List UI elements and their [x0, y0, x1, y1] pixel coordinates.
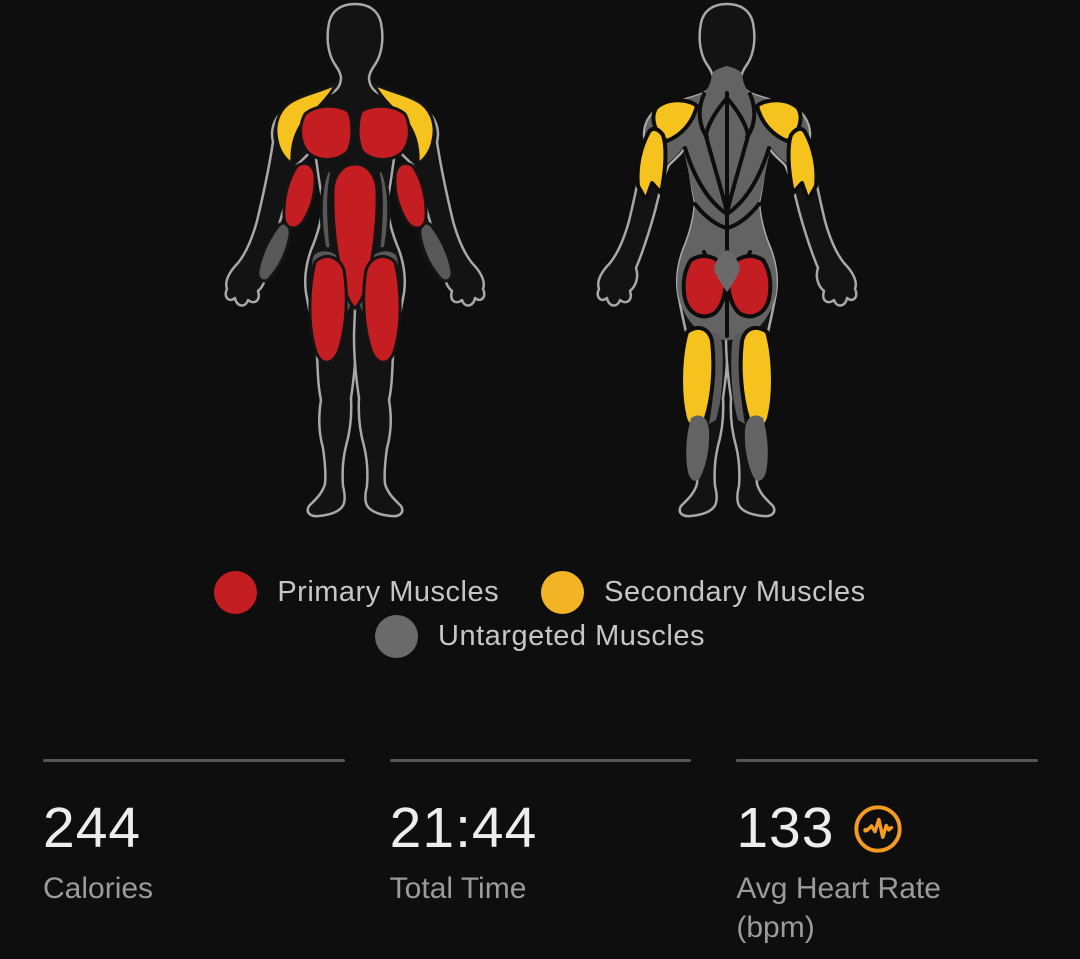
stat-total-time: 21:44 Total Time — [389, 759, 692, 947]
primary-muscles-dot-icon — [214, 570, 258, 614]
untargeted-muscles-dot-icon — [375, 614, 419, 658]
stat-calories: 244 Calories — [43, 759, 345, 947]
front-muscle-figure — [224, 2, 486, 518]
stat-avg-heart-rate: 133 Avg Heart Rate (bpm) — [736, 759, 1039, 947]
front-primary-muscles — [282, 104, 428, 364]
legend-row-1: Primary Muscles Secondary Muscles — [214, 570, 865, 614]
divider — [389, 759, 692, 762]
workout-stats: 244 Calories 21:44 Total Time 133 Avg He… — [43, 759, 1039, 947]
muscle-legend: Primary Muscles Secondary Muscles Untarg… — [0, 570, 1080, 658]
legend-item-secondary: Secondary Muscles — [541, 570, 866, 614]
calories-value: 244 — [43, 796, 142, 860]
divider — [43, 759, 345, 762]
calories-label: Calories — [43, 872, 154, 905]
legend-row-2: Untargeted Muscles — [375, 614, 705, 658]
total-time-value: 21:44 — [389, 796, 538, 860]
back-calves — [686, 415, 768, 481]
untargeted-muscles-label: Untargeted Muscles — [438, 619, 705, 652]
back-muscle-figure — [596, 2, 858, 518]
secondary-muscles-label: Secondary Muscles — [604, 575, 866, 608]
primary-muscles-label: Primary Muscles — [277, 575, 500, 608]
avg-heart-rate-value: 133 — [736, 796, 835, 860]
back-sacrum — [714, 250, 740, 292]
divider — [736, 759, 1039, 762]
avg-heart-rate-label: Avg Heart Rate (bpm) — [736, 872, 941, 944]
secondary-muscles-dot-icon — [541, 570, 585, 614]
legend-item-untargeted: Untargeted Muscles — [375, 614, 705, 658]
total-time-label: Total Time — [389, 872, 527, 905]
legend-item-primary: Primary Muscles — [214, 570, 500, 614]
heart-rate-icon — [854, 804, 903, 853]
